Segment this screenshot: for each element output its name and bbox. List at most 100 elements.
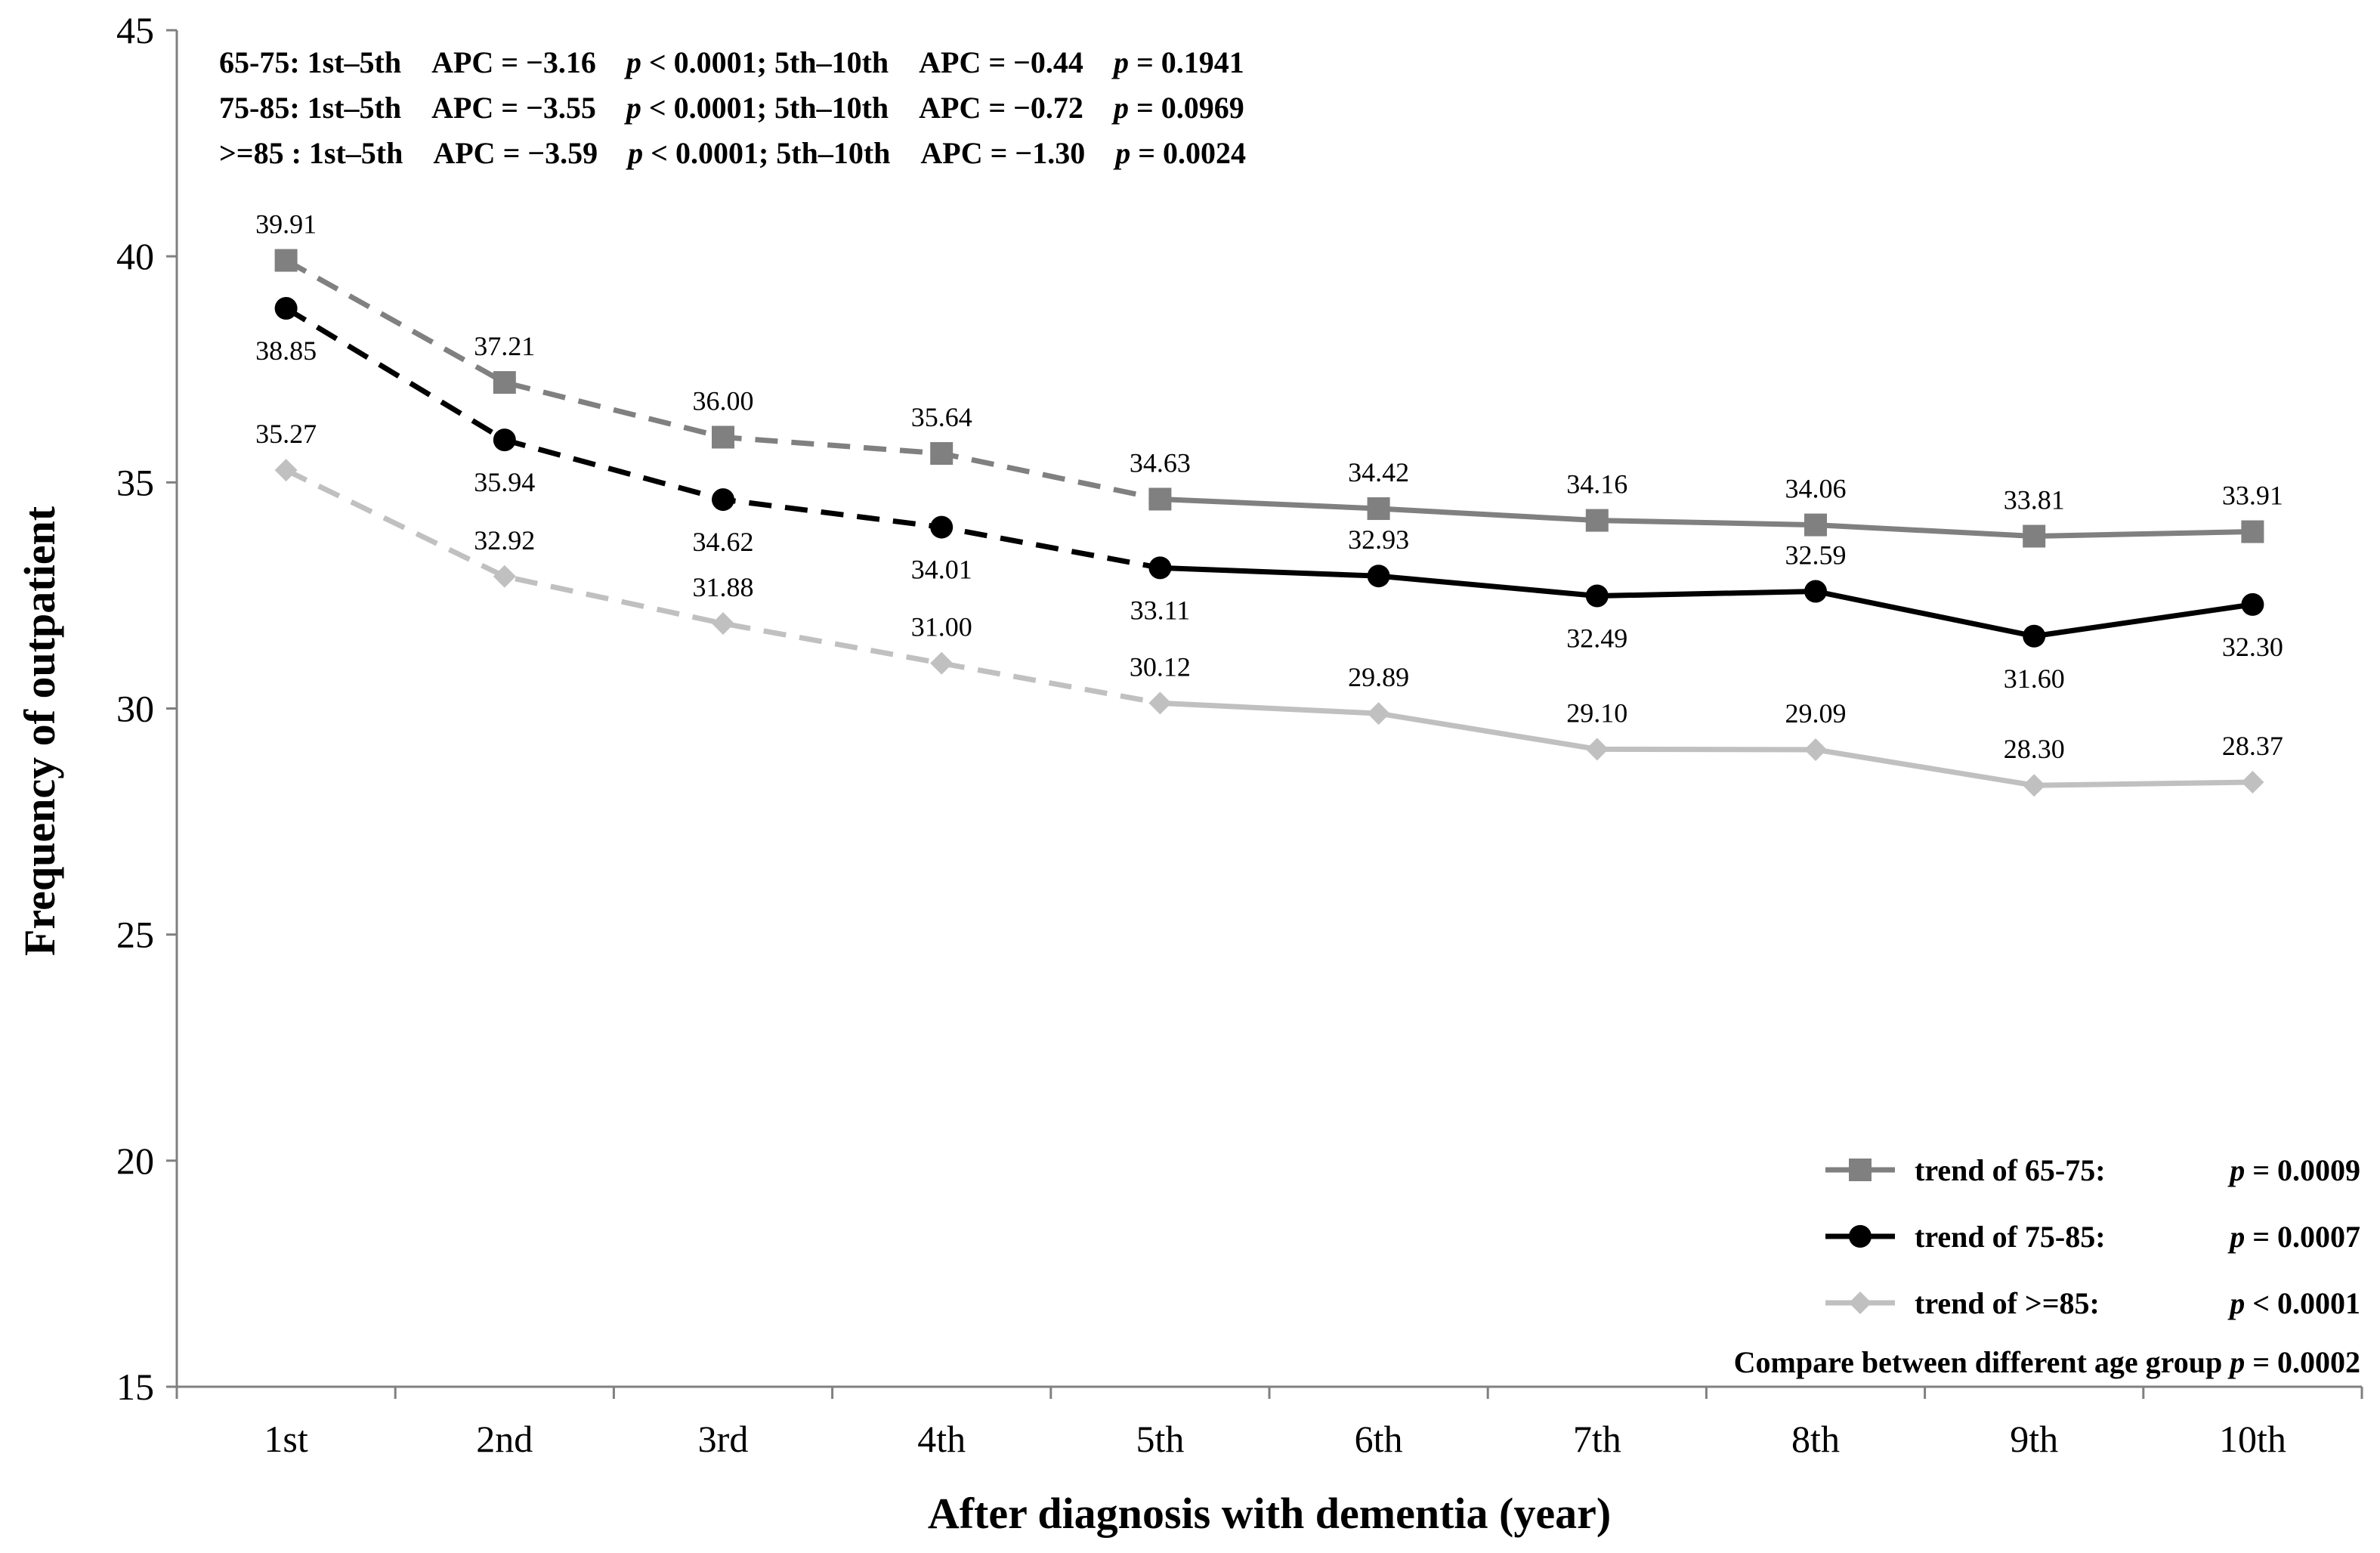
axes: 15 20 25 30 35 40 45 1st 2nd 3rd 4th 5th 6th 7th 8th 9t…: [15, 9, 2363, 1538]
data-label: 33.11: [1130, 595, 1191, 625]
data-label: 29.10: [1566, 698, 1627, 728]
data-point-square: [1148, 487, 1172, 511]
legend-label: trend of 65-75:: [1915, 1153, 2106, 1187]
data-label: 38.85: [255, 336, 317, 366]
data-point-diamond: [493, 565, 516, 588]
x-tick-label: 4th: [917, 1418, 966, 1460]
data-point-square: [1367, 497, 1390, 521]
data-point-diamond: [2023, 774, 2046, 797]
data-point-diamond: [1367, 702, 1390, 725]
x-tick-label: 8th: [1791, 1418, 1840, 1460]
legend-label: trend of >=85:: [1915, 1286, 2100, 1320]
legend-p-value: p = 0.0007: [2227, 1220, 2360, 1254]
x-tick-label: 9th: [2010, 1418, 2058, 1460]
series-line-solid: [1160, 700, 2253, 788]
data-point-square: [712, 425, 734, 449]
data-point-circle: [1804, 580, 1827, 603]
data-label: 39.91: [255, 209, 317, 240]
x-tick-label: 7th: [1573, 1418, 1621, 1460]
data-label: 28.37: [2222, 731, 2283, 761]
data-label: 34.42: [1348, 457, 1409, 487]
y-tick-label: 40: [116, 235, 154, 277]
data-label: 32.93: [1348, 524, 1409, 555]
data-point-square: [493, 371, 516, 394]
data-point-circle: [274, 296, 298, 320]
data-point-square: [2241, 520, 2264, 543]
data-point-circle: [1849, 1225, 1872, 1248]
data-label: 34.06: [1785, 474, 1847, 504]
legend-compare-text: Compare between different age group p = …: [1734, 1345, 2360, 1379]
data-label: 34.01: [911, 555, 972, 585]
data-label: 36.00: [693, 386, 754, 416]
data-point-circle: [2023, 624, 2046, 648]
data-label: 33.91: [2222, 481, 2283, 511]
y-tick-label: 20: [116, 1140, 154, 1182]
legend: trend of 65-75: p = 0.0009 trend of 75-85:…: [1734, 1153, 2360, 1379]
data-label: 29.09: [1785, 698, 1847, 729]
data-label: 37.21: [474, 331, 535, 361]
x-tick-label: 5th: [1136, 1418, 1184, 1460]
data-point-diamond: [1849, 1292, 1872, 1314]
data-point-square: [1849, 1159, 1872, 1181]
data-point-square: [1585, 509, 1609, 532]
series-75-85: [274, 296, 2264, 648]
data-point-square: [274, 249, 298, 272]
y-tick-label: 25: [116, 914, 154, 956]
apc-annotation-line: >=85 : 1st–5th APC = −3.59 p < 0.0001; 5…: [219, 136, 1246, 170]
data-label: 35.94: [474, 467, 535, 497]
y-axis-title: Frequency of outpatient: [15, 506, 64, 956]
legend-item->=85: trend of >=85: p < 0.0001: [1825, 1286, 2360, 1320]
apc-annotations: 65-75: 1st–5th APC = −3.16 p < 0.0001; 5…: [219, 45, 1246, 170]
series-line-solid: [1160, 565, 2253, 639]
data-label: 32.30: [2222, 632, 2283, 662]
y-tick-label: 30: [116, 688, 154, 730]
data-label: 31.60: [2004, 664, 2065, 694]
data-label: 32.92: [474, 525, 535, 555]
data-label: 31.00: [911, 612, 972, 642]
data-label: 35.64: [911, 402, 972, 432]
data-label: 29.89: [1348, 662, 1409, 692]
data-label: 32.59: [1785, 540, 1847, 571]
data-point-circle: [930, 515, 954, 539]
data-label: 35.27: [255, 419, 317, 449]
x-axis-title: After diagnosis with dementia (year): [928, 1489, 1611, 1538]
data-labels: 39.91 37.21 36.00 35.64 34.63 34.42 34.16 34.06…: [255, 209, 2283, 765]
y-tick-label: 35: [116, 461, 154, 503]
apc-annotation-line: 65-75: 1st–5th APC = −3.16 p < 0.0001; 5…: [219, 45, 1244, 79]
data-point-diamond: [712, 612, 734, 636]
series-line-solid: [1160, 496, 2253, 540]
data-point-diamond: [1148, 691, 1172, 715]
y-tick-label: 15: [116, 1366, 154, 1408]
data-point-circle: [493, 428, 516, 452]
data-point-circle: [712, 488, 734, 512]
apc-annotation-line: 75-85: 1st–5th APC = −3.55 p < 0.0001; 5…: [219, 91, 1244, 125]
series->=85: [274, 459, 2264, 797]
data-point-circle: [1367, 565, 1390, 588]
legend-p-value: p = 0.0009: [2227, 1153, 2360, 1187]
data-label: 30.12: [1130, 651, 1191, 682]
data-point-square: [930, 442, 954, 466]
x-tick-label: 6th: [1355, 1418, 1403, 1460]
data-point-circle: [1148, 556, 1172, 580]
data-point-square: [2023, 524, 2046, 548]
x-tick-label: 10th: [2219, 1418, 2286, 1460]
legend-item-65-75: trend of 65-75: p = 0.0009: [1825, 1153, 2360, 1187]
data-point-circle: [1585, 584, 1609, 608]
y-tick-label: 45: [116, 9, 154, 51]
data-label: 33.81: [2004, 485, 2065, 515]
x-tick-label: 1st: [264, 1418, 308, 1460]
data-label: 34.16: [1566, 469, 1627, 500]
data-point-square: [1804, 513, 1827, 537]
data-label: 34.63: [1130, 447, 1191, 478]
data-point-diamond: [1804, 738, 1827, 761]
data-point-diamond: [2241, 771, 2264, 794]
data-point-diamond: [930, 651, 954, 675]
series-layer: [274, 249, 2264, 797]
x-tick-label: 3rd: [698, 1418, 749, 1460]
legend-label: trend of 75-85:: [1915, 1220, 2106, 1254]
data-point-circle: [2241, 592, 2264, 616]
data-label: 28.30: [2004, 734, 2065, 764]
series-line-dashed: [285, 468, 1161, 706]
data-point-diamond: [1585, 738, 1609, 761]
